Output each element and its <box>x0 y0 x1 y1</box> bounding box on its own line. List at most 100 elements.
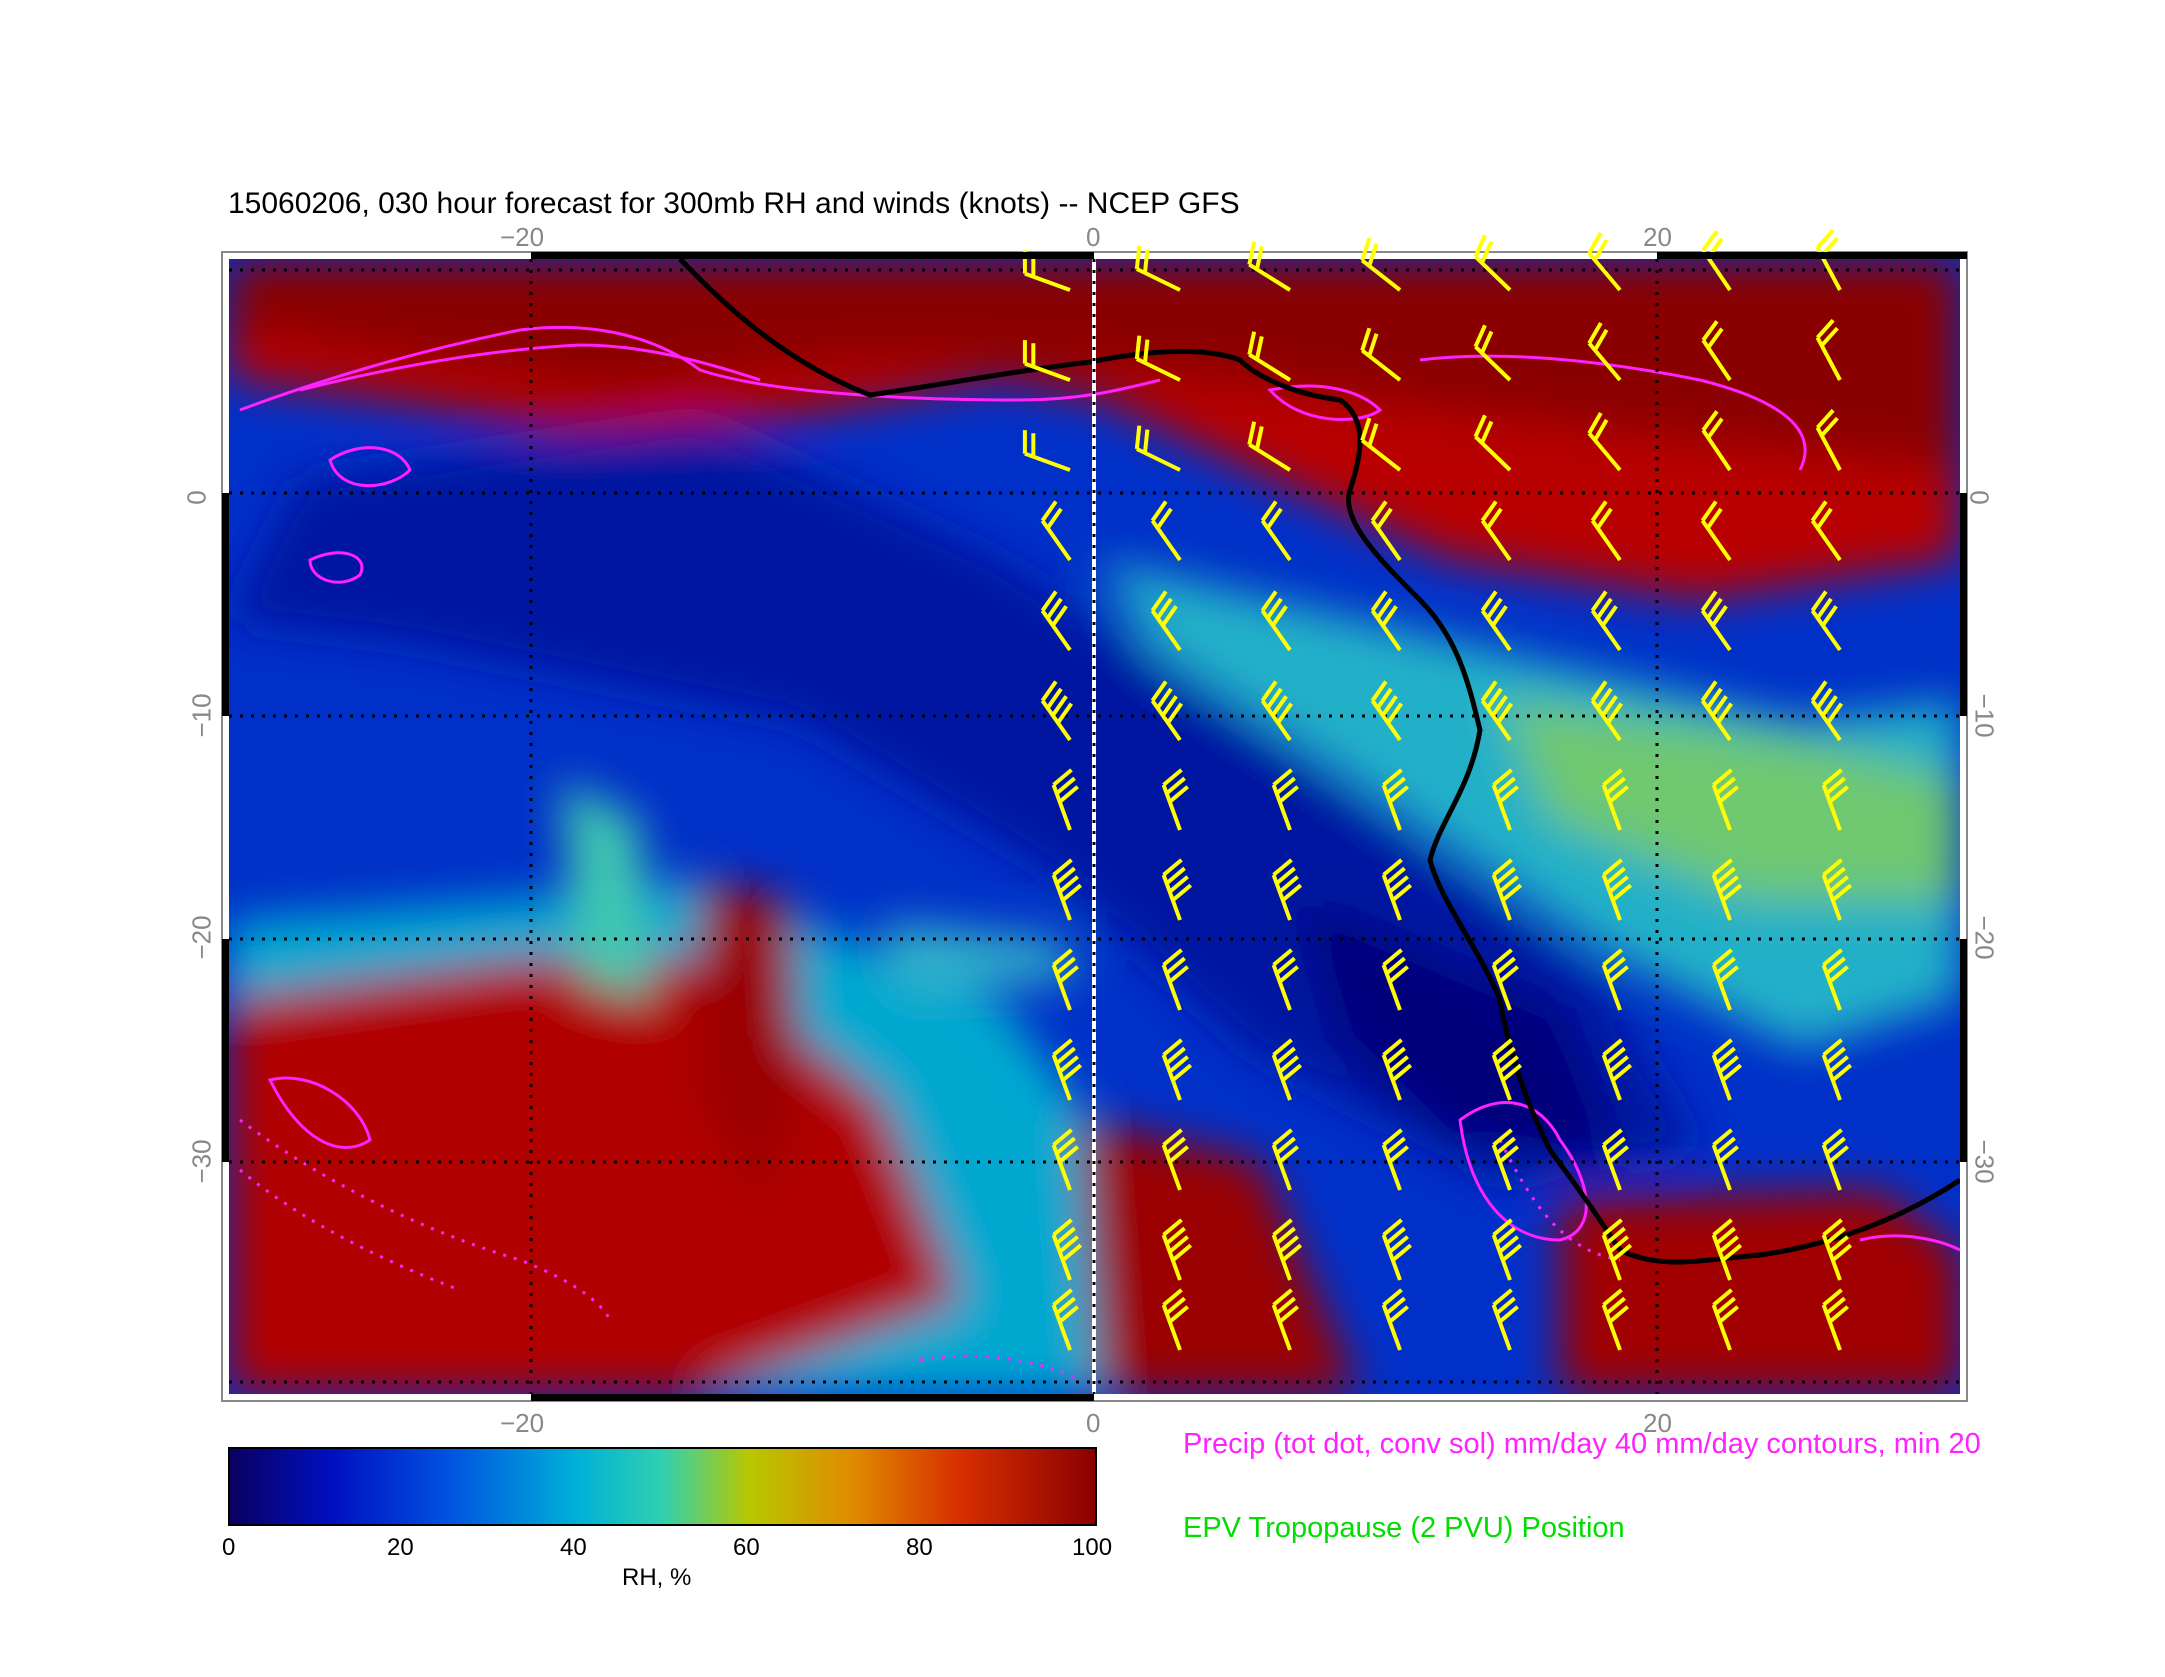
wind-barb <box>1473 414 1512 472</box>
lat-tick-left-minus10: −10 <box>186 693 217 738</box>
wind-barb <box>1381 1038 1413 1101</box>
colorbar-tick-100: 100 <box>1072 1534 1113 1561</box>
wind-barb <box>1821 1038 1853 1101</box>
lon-tick-bottom-20: 20 <box>1643 1408 1672 1438</box>
colorbar-tick-80: 80 <box>906 1534 933 1561</box>
wind-barb <box>1700 590 1732 652</box>
wind-barb <box>1711 1288 1739 1351</box>
wind-barb <box>1473 324 1512 382</box>
wind-barb <box>1590 500 1622 562</box>
lon-tick-top-minus20: −20 <box>500 222 545 252</box>
colorbar-tick-40: 40 <box>560 1534 587 1561</box>
wind-barb <box>1587 231 1622 292</box>
wind-barb <box>1700 500 1732 562</box>
wind-barb <box>1711 1128 1739 1191</box>
wind-barb <box>1711 1038 1743 1101</box>
wind-barb <box>1491 768 1519 831</box>
wind-barb <box>1821 1218 1853 1281</box>
wind-barb <box>1051 858 1083 921</box>
wind-barb <box>1051 1288 1079 1351</box>
wind-barb <box>1161 1128 1189 1191</box>
wind-barb <box>1370 680 1404 742</box>
wind-barb <box>1271 1128 1299 1191</box>
lat-tick-right-minus30: −30 <box>1969 1139 2000 1184</box>
wind-barb <box>1491 948 1519 1011</box>
wind-barb <box>1022 430 1071 472</box>
tropopause-line <box>678 259 1960 1265</box>
wind-barb <box>1711 768 1739 831</box>
wind-barb <box>1051 1128 1079 1191</box>
wind-barb <box>1271 1038 1303 1101</box>
lon-tick-bottom-minus20: −20 <box>500 1408 545 1438</box>
wind-barb <box>1360 237 1402 292</box>
wind-barb <box>1134 335 1181 382</box>
wind-barb <box>1161 948 1189 1011</box>
wind-barb <box>1601 768 1629 831</box>
wind-barb <box>1040 680 1074 742</box>
wind-barbs <box>1022 228 1853 1351</box>
wind-barb <box>1134 425 1181 472</box>
legend-precip: Precip (tot dot, conv sol) mm/day 40 mm/… <box>1183 1428 1981 1460</box>
wind-barb <box>1360 417 1402 472</box>
lon-tick-bottom-0: 0 <box>1086 1408 1101 1438</box>
colorbar-tick-60: 60 <box>733 1534 760 1561</box>
wind-barb <box>1381 858 1413 921</box>
wind-barb <box>1161 1288 1189 1351</box>
wind-barb <box>1821 768 1849 831</box>
wind-barb <box>1590 590 1622 652</box>
wind-barb <box>1473 234 1512 292</box>
wind-barb <box>1150 590 1182 652</box>
lat-tick-right-minus20: −20 <box>1969 915 2000 960</box>
wind-barb <box>1161 1218 1193 1281</box>
wind-barb <box>1601 858 1633 921</box>
wind-barb <box>1821 948 1849 1011</box>
lon-tick-top-0: 0 <box>1086 222 1101 252</box>
wind-barb <box>1150 500 1182 562</box>
wind-barb <box>1711 1218 1743 1281</box>
wind-barb <box>1247 241 1292 292</box>
wind-barb <box>1260 500 1292 562</box>
lon-tick-top-20: 20 <box>1643 222 1672 252</box>
wind-barb <box>1381 1288 1409 1351</box>
wind-barb <box>1161 858 1193 921</box>
colorbar-tick-20: 20 <box>387 1534 414 1561</box>
wind-barb <box>1150 680 1184 742</box>
wind-barb <box>1491 1288 1519 1351</box>
wind-barb <box>1134 245 1181 292</box>
wind-barb <box>1271 858 1303 921</box>
lat-tick-left-0: 0 <box>181 490 212 505</box>
wind-barb <box>1271 1288 1299 1351</box>
colorbar <box>228 1447 1097 1526</box>
wind-barb <box>1480 680 1514 742</box>
wind-barb <box>1700 680 1734 742</box>
wind-barb <box>1590 680 1624 742</box>
colorbar-label: RH, % <box>622 1564 692 1591</box>
wind-barb <box>1247 421 1292 472</box>
wind-barb <box>1260 680 1294 742</box>
lat-tick-left-minus20: −20 <box>186 915 217 960</box>
wind-barb <box>1370 590 1402 652</box>
wind-barb <box>1260 590 1292 652</box>
wind-barb <box>1491 1128 1519 1191</box>
wind-barb <box>1601 1038 1633 1101</box>
wind-barb <box>1821 1128 1849 1191</box>
wind-barb <box>1161 1038 1193 1101</box>
wind-barb <box>1051 948 1079 1011</box>
wind-barb <box>1040 500 1072 562</box>
wind-barb <box>1022 340 1071 382</box>
wind-barb <box>1271 1218 1303 1281</box>
wind-barb <box>1701 410 1732 472</box>
wind-barb <box>1587 321 1622 382</box>
wind-barb <box>1815 318 1842 381</box>
wind-barb <box>1480 590 1512 652</box>
wind-barb <box>1711 858 1743 921</box>
frame-ticks <box>222 252 1967 1401</box>
wind-barb <box>1161 768 1189 831</box>
wind-barb <box>1247 331 1292 382</box>
wind-barb <box>1587 411 1622 472</box>
wind-barb <box>1051 1218 1083 1281</box>
wind-barb <box>1815 408 1842 471</box>
wind-barb <box>1271 948 1299 1011</box>
wind-barb <box>1821 858 1853 921</box>
